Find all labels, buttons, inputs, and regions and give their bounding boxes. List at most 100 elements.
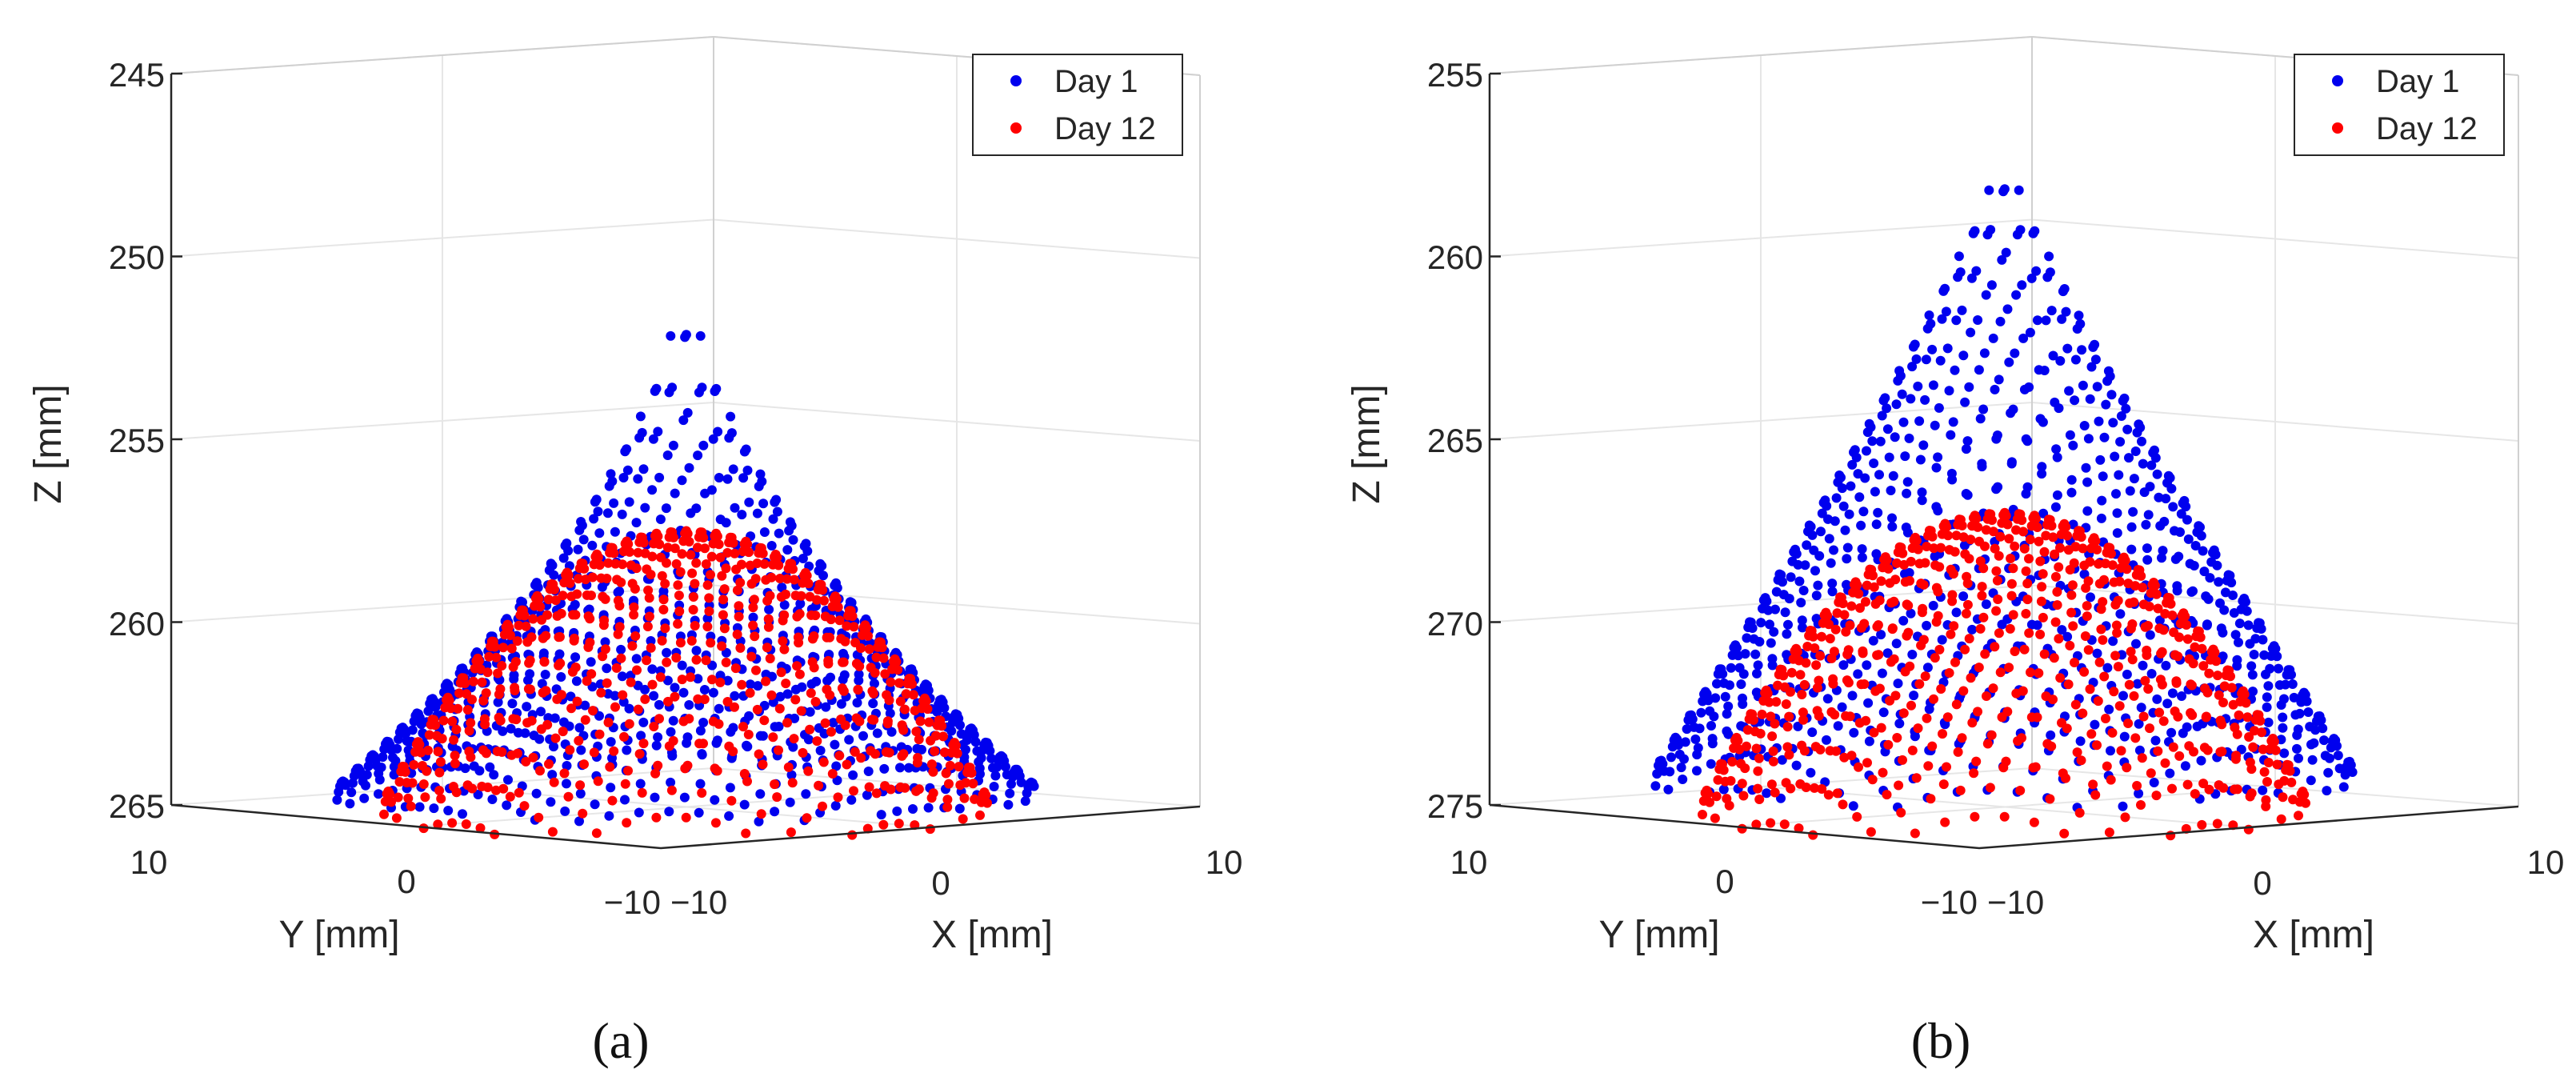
point-b-0-370	[1853, 469, 1863, 479]
point-b-1-432	[1846, 751, 1857, 761]
point-a-0-416	[879, 763, 890, 774]
point-b-0-186	[1674, 740, 1683, 750]
point-b-1-34	[1940, 817, 1950, 827]
point-b-0-846	[2232, 655, 2242, 665]
point-b-1-509	[2006, 579, 2017, 589]
point-a-1-110	[484, 651, 494, 662]
point-a-1-333	[609, 548, 619, 559]
point-a-0-670	[662, 647, 672, 658]
point-b-0-657	[2165, 473, 2175, 483]
point-a-1-620	[922, 704, 933, 715]
point-a-0-515	[469, 761, 479, 771]
point-a-1-17	[391, 813, 402, 823]
point-a-0-467	[653, 426, 663, 437]
point-b-0-274	[1791, 549, 1802, 559]
point-b-0-362	[1966, 273, 1977, 283]
point-b-0-431	[1984, 185, 1994, 195]
point-a-0-842	[970, 737, 981, 747]
point-b-0-345	[1723, 729, 1734, 739]
point-a-1-4	[433, 819, 443, 830]
point-b-0-861	[2305, 722, 2315, 732]
point-a-1-158	[558, 591, 568, 601]
point-a-1-534	[732, 585, 742, 595]
point-a-1-177	[686, 635, 697, 646]
point-a-0-789	[695, 726, 706, 736]
point-a-1-424	[642, 564, 652, 575]
point-a-1-325	[722, 547, 733, 558]
point-b-0-870	[2177, 691, 2186, 701]
y-tick-b-2: −10	[1921, 883, 1978, 921]
point-a-1-624	[866, 663, 876, 673]
point-a-0-394	[693, 450, 703, 461]
point-b-1-399	[1874, 650, 1884, 660]
point-b-1-615	[1998, 763, 2009, 773]
point-a-1-514	[618, 690, 628, 700]
point-b-0-234	[1890, 432, 1900, 442]
point-a-1-143	[386, 797, 396, 807]
point-b-0-798	[2258, 635, 2268, 645]
point-a-1-633	[738, 722, 748, 732]
point-a-1-394	[626, 560, 636, 571]
point-a-1-233	[718, 610, 728, 620]
point-b-1-398	[1887, 623, 1898, 634]
point-b-1-478	[2034, 536, 2044, 547]
point-b-0-645	[1864, 736, 1874, 747]
point-b-0-718	[2196, 530, 2206, 541]
point-b-0-311	[1736, 679, 1746, 690]
point-b-0-369	[1867, 436, 1878, 446]
point-b-1-502	[2106, 549, 2116, 559]
point-a-0-809	[782, 689, 793, 699]
point-a-1-199	[787, 778, 798, 788]
point-a-1-454	[643, 585, 654, 595]
point-b-1-362	[1957, 520, 1967, 530]
point-a-1-420	[698, 533, 709, 542]
point-b-0-855	[2104, 704, 2114, 715]
point-a-1-204	[717, 641, 727, 651]
point-a-0-38	[604, 811, 614, 821]
point-a-1-655	[968, 779, 978, 789]
point-b-1-291	[2082, 601, 2092, 611]
point-a-1-592	[664, 741, 674, 751]
point-b-1-35	[1926, 794, 1936, 804]
point-b-1-341	[1814, 711, 1824, 721]
point-a-1-335	[581, 575, 590, 585]
point-b-1-514	[1936, 684, 1946, 694]
legend-label-b-day1: Day 1	[2376, 64, 2460, 99]
point-b-0-313	[1707, 739, 1718, 749]
point-b-1-458	[1905, 661, 1915, 671]
point-a-1-623	[880, 669, 890, 679]
point-a-0-434	[622, 465, 633, 475]
point-b-1-636	[2299, 790, 2310, 799]
point-b-1-219	[1822, 611, 1833, 621]
point-b-1-678	[2174, 751, 2185, 761]
point-a-1-456	[614, 622, 625, 632]
point-a-0-60	[606, 783, 616, 793]
point-b-0-824	[2230, 630, 2241, 640]
point-b-0-503	[1958, 350, 1969, 361]
point-a-1-222	[462, 689, 471, 699]
point-a-1-396	[598, 591, 608, 602]
point-a-1-486	[602, 678, 612, 688]
point-b-1-485	[1934, 644, 1945, 655]
point-a-0-26	[489, 770, 499, 780]
point-b-0-381	[2196, 755, 2206, 766]
point-b-1-38	[1883, 739, 1894, 750]
point-a-1-249	[491, 652, 502, 663]
point-b-0-845	[2246, 661, 2257, 671]
point-a-0-367	[577, 520, 587, 530]
point-a-1-262	[734, 601, 744, 611]
point-b-0-361	[1981, 290, 1991, 300]
point-a-1-14	[434, 786, 445, 795]
point-b-0-646	[2322, 786, 2332, 796]
point-b-1-294	[2039, 547, 2050, 557]
point-b-1-226	[2136, 800, 2146, 810]
point-a-0-608	[602, 663, 612, 674]
point-b-0-93	[1797, 615, 1807, 626]
point-a-0-427	[722, 474, 733, 484]
point-b-1-370	[1843, 678, 1854, 688]
legend-a: Day 1 Day 12	[972, 54, 1183, 156]
point-a-1-672	[941, 768, 951, 779]
point-b-1-638	[2270, 745, 2281, 755]
point-b-0-565	[2061, 306, 2071, 317]
point-a-1-662	[869, 715, 879, 725]
